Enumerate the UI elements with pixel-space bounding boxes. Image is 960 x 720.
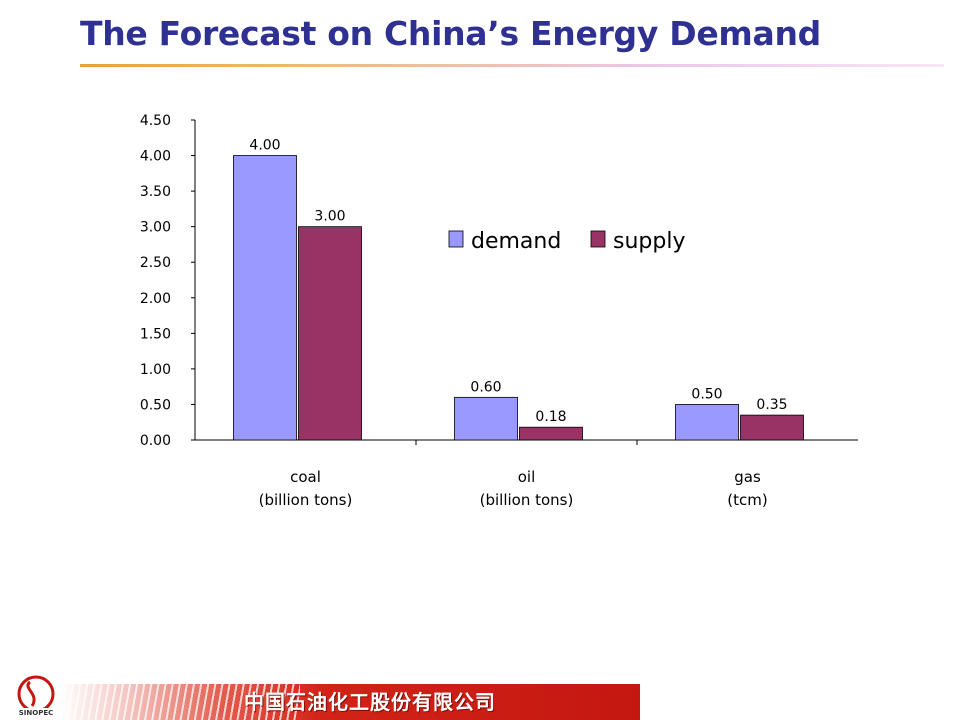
- slide-title: The Forecast on China’s Energy Demand: [80, 14, 822, 53]
- svg-text:SINOPEC: SINOPEC: [19, 709, 54, 717]
- legend-swatch-demand: [448, 230, 464, 248]
- demand-bar: [675, 404, 739, 441]
- y-tick-label: 4.00: [140, 149, 171, 165]
- data-label: 0.18: [535, 409, 566, 425]
- supply-bar: [519, 426, 583, 441]
- y-tick-label: 2.00: [140, 291, 171, 307]
- y-tick-label: 1.50: [140, 326, 171, 342]
- demand-bar: [233, 155, 297, 441]
- data-label: 0.35: [756, 397, 787, 413]
- footer-speed-stripes: [60, 684, 300, 720]
- demand-bar: [454, 396, 518, 441]
- x-category-unit: (billion tons): [259, 491, 353, 509]
- legend-label: demand: [471, 229, 561, 254]
- x-category-label: oil: [518, 468, 536, 486]
- x-category-unit: (billion tons): [480, 491, 574, 509]
- y-tick-label: 0.50: [140, 397, 171, 413]
- x-category-label: gas: [734, 468, 761, 486]
- supply-bar: [740, 414, 804, 441]
- y-tick-label: 4.50: [140, 113, 171, 129]
- x-category-label: coal: [290, 468, 321, 486]
- legend-label: supply: [613, 229, 685, 254]
- title-underline: [80, 64, 944, 67]
- data-label: 0.60: [470, 379, 501, 395]
- data-label: 0.50: [691, 386, 722, 402]
- footer-banner: 中国石油化工股份有限公司 SINOPEC: [0, 672, 960, 720]
- company-name: 中国石油化工股份有限公司: [244, 690, 496, 714]
- y-tick-label: 2.50: [140, 255, 171, 271]
- y-tick-label: 1.00: [140, 362, 171, 378]
- y-tick-label: 3.00: [140, 220, 171, 236]
- y-tick-label: 3.50: [140, 184, 171, 200]
- x-category-unit: (tcm): [727, 491, 767, 509]
- supply-bar: [298, 226, 362, 441]
- y-tick-label: 0.00: [140, 433, 171, 449]
- sinopec-logo: SINOPEC: [17, 675, 55, 717]
- legend-swatch-supply: [590, 230, 606, 248]
- bar-chart: 0.00 0.50 1.00 1.50 2.00 2.50 3.00 3.50 4.00 4.50…: [140, 113, 858, 509]
- data-label: 4.00: [249, 138, 280, 154]
- data-label: 3.00: [314, 209, 345, 225]
